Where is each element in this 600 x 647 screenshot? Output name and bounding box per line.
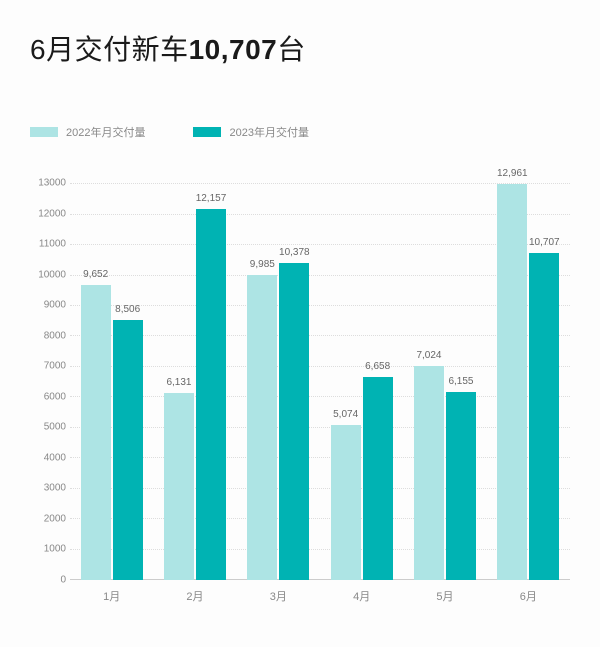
chart: 0 1000 2000 3000 4000 5000 6000 7000 8000 9000 100… [30,168,570,608]
y-tick: 1000 [44,544,66,555]
y-tick: 2000 [44,513,66,524]
bar-value-label: 6,658 [365,361,390,372]
bar: 7,024 [414,366,444,580]
bars-area: 9,6528,5066,13112,1579,98510,3785,0746,6… [70,168,570,580]
bar: 6,155 [446,392,476,580]
y-tick: 9000 [44,300,66,311]
title-suffix: 台 [277,34,306,65]
bar-value-label: 12,157 [196,193,227,204]
x-tick: 4月 [320,580,403,608]
title-emph: 10,707 [189,34,278,65]
y-tick: 11000 [39,239,66,250]
y-tick: 0 [60,575,66,586]
bar-value-label: 10,707 [529,237,560,248]
title-prefix: 6月交付新车 [30,34,189,65]
x-tick: 2月 [153,580,236,608]
y-tick: 12000 [38,208,66,219]
bar: 9,985 [247,275,277,580]
legend-label-2022: 2022年月交付量 [66,124,145,140]
legend: 2022年月交付量 2023年月交付量 [30,124,570,140]
y-tick: 7000 [44,361,66,372]
bar-group: 9,98510,378 [237,168,320,580]
bar-value-label: 9,652 [83,269,108,280]
bar-group: 7,0246,155 [403,168,486,580]
legend-item-2023: 2023年月交付量 [193,124,308,140]
bar-value-label: 8,506 [115,304,140,315]
legend-label-2023: 2023年月交付量 [229,124,308,140]
x-tick: 1月 [70,580,153,608]
x-tick: 3月 [237,580,320,608]
x-tick: 5月 [403,580,486,608]
bar: 10,707 [529,253,559,580]
legend-item-2022: 2022年月交付量 [30,124,145,140]
bar: 10,378 [279,263,309,580]
y-tick: 5000 [44,422,66,433]
y-tick: 6000 [44,391,66,402]
bar-value-label: 10,378 [279,247,310,258]
bar-value-label: 7,024 [416,350,441,361]
bar: 12,157 [196,209,226,580]
bar: 12,961 [497,184,527,580]
bar-value-label: 6,155 [448,376,473,387]
bar-value-label: 12,961 [497,168,528,179]
y-tick: 10000 [38,269,66,280]
y-tick: 4000 [44,452,66,463]
bar-value-label: 6,131 [166,377,191,388]
bar-group: 12,96110,707 [487,168,570,580]
bar-value-label: 9,985 [250,259,275,270]
y-axis: 0100020003000400050006000700080009000100… [30,168,70,580]
page: 6月交付新车10,707台 2022年月交付量 2023年月交付量 010002… [0,0,600,647]
bar-group: 5,0746,658 [320,168,403,580]
bar: 6,658 [363,377,393,580]
y-tick: 13000 [38,178,66,189]
y-tick: 8000 [44,330,66,341]
legend-swatch-2022 [30,127,58,137]
page-title: 6月交付新车10,707台 [30,28,570,68]
bar-value-label: 5,074 [333,409,358,420]
bar-group: 6,13112,157 [153,168,236,580]
bar: 9,652 [81,285,111,580]
bar: 8,506 [113,320,143,580]
x-tick: 6月 [487,580,570,608]
bar: 6,131 [164,393,194,580]
y-tick: 3000 [44,483,66,494]
x-axis: 1月2月3月4月5月6月 [70,580,570,608]
legend-swatch-2023 [193,127,221,137]
bar-group: 9,6528,506 [70,168,153,580]
bar: 5,074 [331,425,361,580]
